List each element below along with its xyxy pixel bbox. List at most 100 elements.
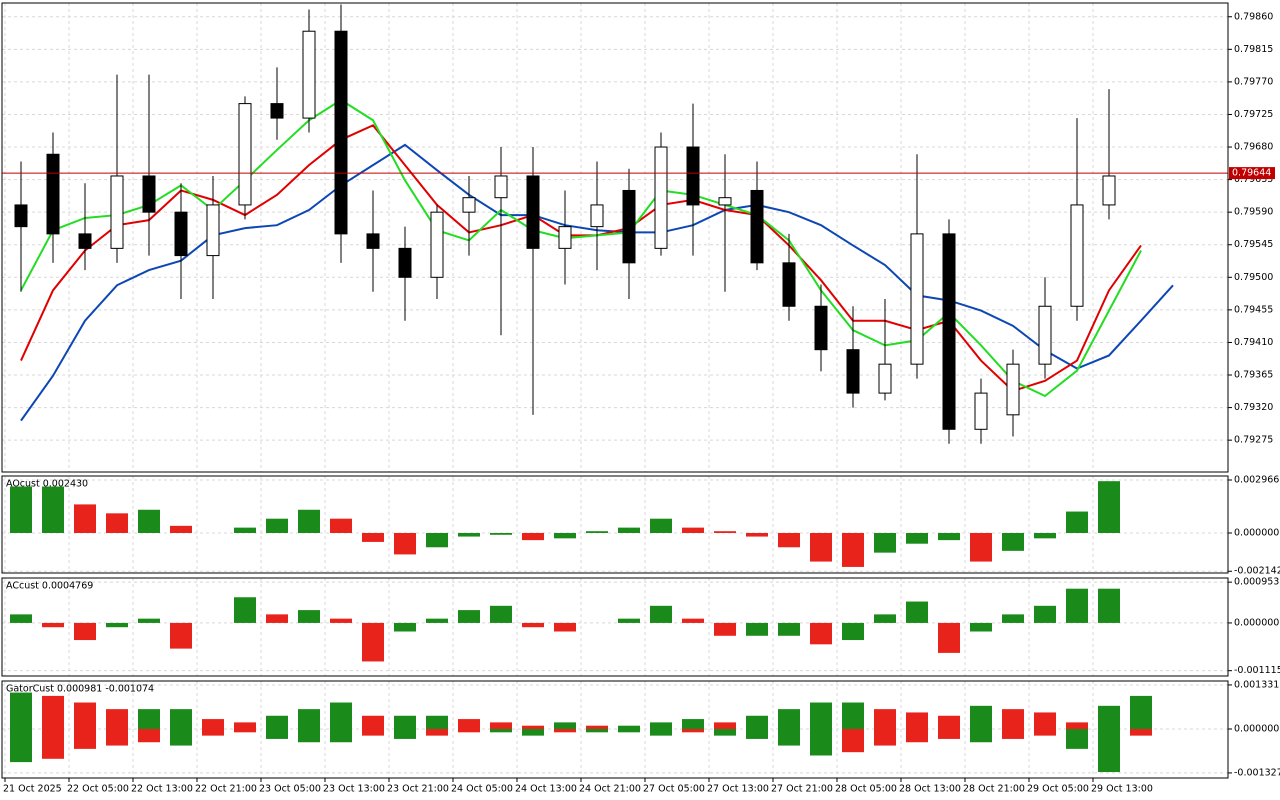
histogram-bar <box>458 532 480 537</box>
candle-body <box>590 204 604 228</box>
y-tick-label: 0.79545 <box>1234 239 1273 250</box>
histogram-bar <box>522 622 544 628</box>
histogram-bar <box>42 622 64 628</box>
x-tick-label: 28 Oct 13:00 <box>899 784 961 795</box>
candle-body <box>622 189 636 264</box>
gator-bar <box>906 729 928 743</box>
gator-bar <box>970 729 992 743</box>
gator-bar <box>778 729 800 746</box>
histogram-bar <box>1002 532 1024 551</box>
pane-border <box>1 680 1229 779</box>
indicator-label: AOcust 0.002430 <box>6 479 88 490</box>
candle-body <box>942 233 956 430</box>
gator-bar <box>810 702 832 730</box>
y-tick-label: 0.79320 <box>1234 402 1273 413</box>
y-tick-label: 0.79725 <box>1234 109 1273 120</box>
gator-bar <box>650 729 672 736</box>
gator-bar <box>586 725 608 730</box>
candle-body <box>238 103 252 206</box>
pane: 0.001331 0.000000 -0.001327 GatorCust 0.000… <box>1 679 1280 779</box>
candle-body <box>46 153 60 235</box>
gator-bar <box>554 722 576 730</box>
gator-bar <box>842 729 864 753</box>
gator-bar <box>74 729 96 749</box>
plot-area <box>10 692 1152 773</box>
histogram-bar <box>970 622 992 632</box>
x-tick-label: 24 Oct 13:00 <box>515 784 577 795</box>
histogram-bar <box>106 622 128 628</box>
gator-bar <box>202 719 224 730</box>
candle-body <box>846 349 860 394</box>
candle-body <box>398 247 412 278</box>
gator-bar <box>1034 729 1056 736</box>
histogram-bar <box>138 509 160 533</box>
candle-body <box>1038 305 1052 365</box>
gator-bar <box>874 709 896 730</box>
y-tick-label: 0.79860 <box>1234 11 1273 22</box>
gator-bar <box>234 729 256 733</box>
plot-area <box>14 4 1174 444</box>
gator-bar <box>1130 729 1152 736</box>
pane: 0.002966 0.000000 -0.002142 AOcust 0.002430 <box>1 475 1280 577</box>
y-tick-label: 0.001331 <box>1234 679 1279 690</box>
gator-bar <box>42 729 64 759</box>
gator-bar <box>106 709 128 730</box>
price-label-box <box>1229 167 1275 180</box>
histogram-bar <box>1098 481 1120 533</box>
histogram-bar <box>906 532 928 544</box>
gator-bar <box>1002 729 1024 739</box>
candle-body <box>686 146 700 206</box>
gator-bar <box>138 729 160 743</box>
histogram-bar <box>682 618 704 623</box>
price-label: 0.79644 <box>1232 168 1271 179</box>
x-tick-label: 28 Oct 05:00 <box>835 784 897 795</box>
gator-bar <box>202 729 224 736</box>
histogram-bar <box>330 518 352 533</box>
gator-bar <box>778 709 800 730</box>
y-tick-label: 0.79410 <box>1234 337 1273 348</box>
gator-bar <box>458 729 480 733</box>
gator-bar <box>906 712 928 730</box>
candle-body <box>654 146 668 249</box>
gator-bar <box>554 729 576 733</box>
y-tick-label: 0.79635 <box>1234 174 1273 185</box>
histogram-bar <box>426 532 448 548</box>
gator-bar <box>682 719 704 730</box>
histogram-bar <box>938 532 960 541</box>
histogram-bar <box>458 610 480 623</box>
gator-bar <box>714 722 736 730</box>
histogram-bar <box>618 527 640 533</box>
x-tick-label: 22 Oct 05:00 <box>67 784 129 795</box>
y-tick-label: 0.79680 <box>1234 142 1273 153</box>
gator-bar <box>618 725 640 730</box>
candle-body <box>878 363 892 394</box>
histogram-bar <box>394 622 416 632</box>
x-tick-label: 27 Oct 05:00 <box>643 784 705 795</box>
gator-bar <box>970 705 992 730</box>
x-tick-label: 22 Oct 13:00 <box>131 784 193 795</box>
candle-body <box>718 197 732 206</box>
candle-body <box>974 392 988 430</box>
gator-bar <box>10 729 32 763</box>
gator-bar <box>74 702 96 730</box>
histogram-bar <box>682 527 704 533</box>
gator-bar <box>714 729 736 736</box>
candle-body <box>526 175 540 249</box>
candle-body <box>910 233 924 365</box>
gator-bar <box>298 709 320 730</box>
histogram-bar <box>586 531 608 533</box>
y-tick-label: 0.79590 <box>1234 207 1273 218</box>
x-tick-label: 28 Oct 21:00 <box>963 784 1025 795</box>
gator-bar <box>106 729 128 746</box>
candle-body <box>558 226 572 249</box>
candle-body <box>494 175 508 199</box>
histogram-bar <box>874 532 896 553</box>
gator-bar <box>170 709 192 730</box>
x-tick-label: 23 Oct 05:00 <box>259 784 321 795</box>
histogram-bar <box>1098 588 1120 623</box>
histogram-bar <box>10 614 32 623</box>
gator-bar <box>10 692 32 730</box>
y-tick-label: -0.001327 <box>1234 767 1280 778</box>
histogram-bar <box>618 618 640 623</box>
